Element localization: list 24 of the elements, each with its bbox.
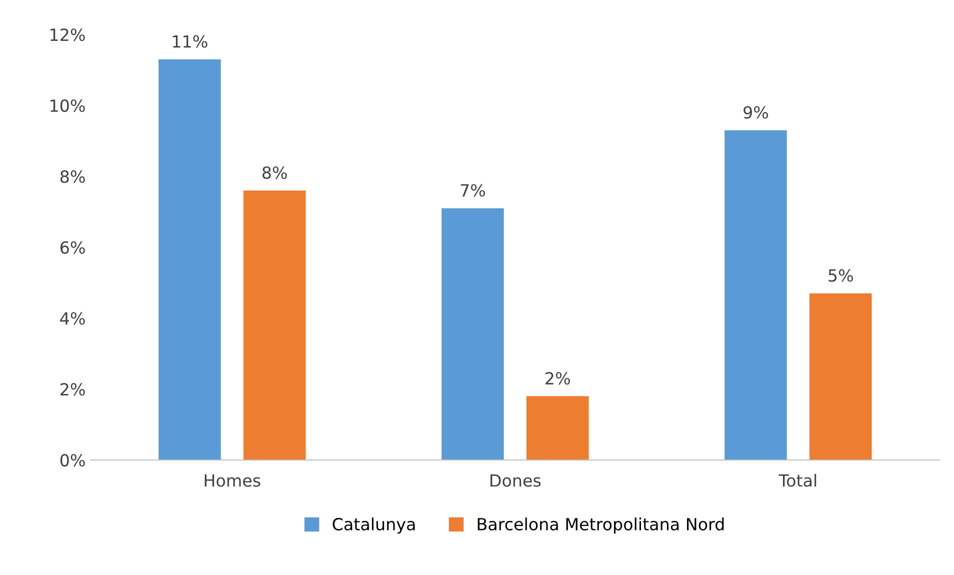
bar [526, 396, 589, 460]
y-tick-label: 2% [60, 383, 85, 396]
y-tick-label: 12% [50, 28, 85, 42]
data-label: 5% [828, 269, 853, 282]
bar [810, 293, 872, 460]
y-tick-label: 4% [60, 312, 85, 325]
bar [724, 130, 787, 460]
y-tick-label: 8% [60, 170, 85, 183]
y-tick-label: 6% [60, 241, 85, 254]
bar [158, 59, 221, 460]
data-label: 9% [744, 106, 768, 119]
data-label: 7% [460, 184, 486, 197]
data-label: 11% [172, 35, 208, 48]
bar [243, 190, 306, 460]
x-tick-label: Dones [490, 474, 541, 487]
legend-label: Catalunya [332, 518, 415, 534]
legend-label: Barcelona Metropolitana Nord [478, 518, 724, 534]
data-label: 8% [262, 166, 287, 179]
x-tick-label: Homes [204, 474, 260, 487]
y-tick-label: 10% [50, 99, 85, 112]
y-tick-label: 0% [60, 454, 85, 467]
data-label: 2% [546, 372, 570, 385]
x-tick-label: Total [778, 474, 816, 487]
bar [442, 208, 504, 460]
